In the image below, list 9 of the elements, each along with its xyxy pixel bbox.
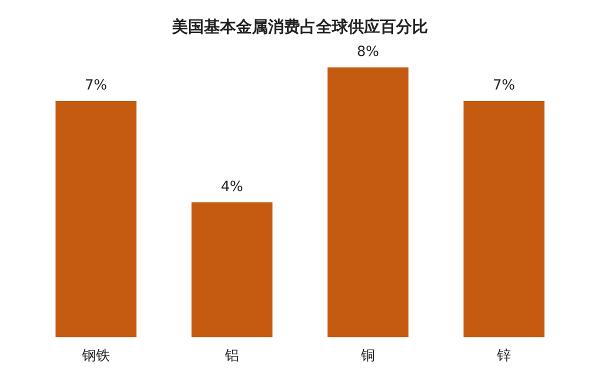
data-label: 7% [492,78,516,94]
data-label: 4% [220,178,244,195]
x-tick-label: 铝 [224,348,239,364]
x-tick-label: 钢铁 [81,348,110,364]
chart-title: 美国基本金属消费占全球供应百分比 [171,16,428,36]
x-tick-label: 铜 [360,348,375,364]
x-tick-label: 锌 [496,348,511,364]
data-label: 7% [84,78,108,94]
data-label: 8% [356,44,380,60]
